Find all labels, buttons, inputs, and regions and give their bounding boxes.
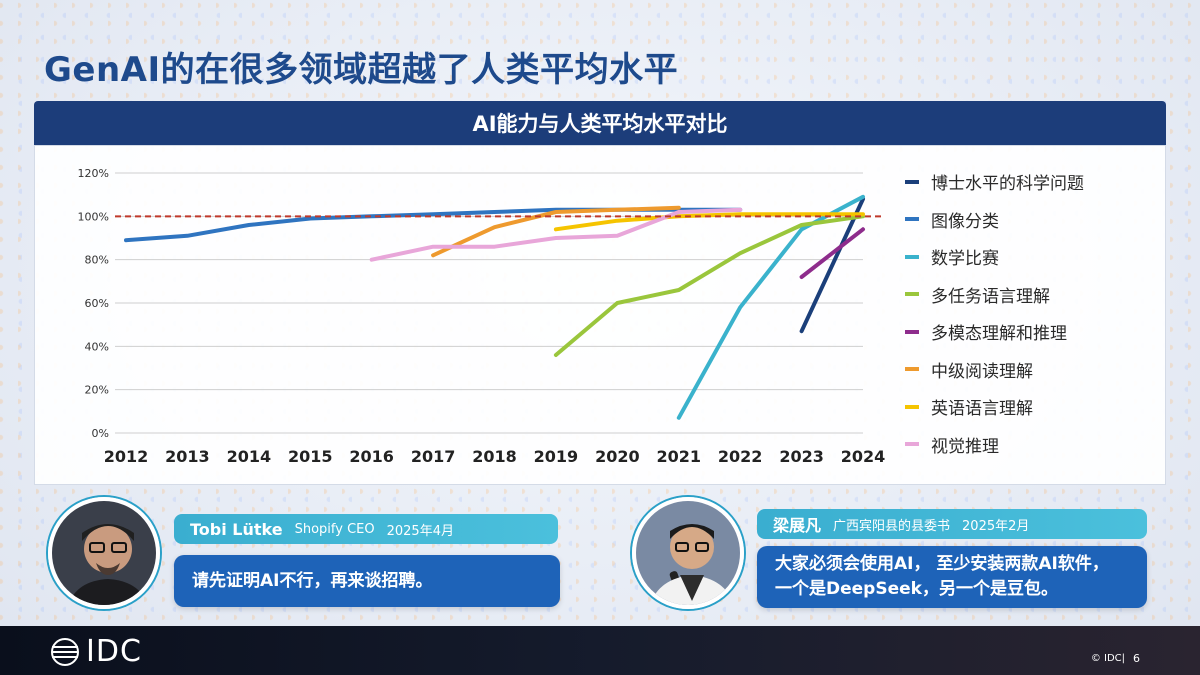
- legend-swatch: [905, 367, 919, 372]
- legend-label: 数学比赛: [931, 249, 999, 270]
- legend-item: 英语语言理解: [905, 388, 1155, 426]
- x-tick-label: 2018: [472, 447, 517, 466]
- x-tick-label: 2014: [227, 447, 272, 466]
- legend-item: 中级阅读理解: [905, 351, 1155, 389]
- series-line: [553, 214, 865, 357]
- chart-title: AI能力与人类平均水平对比: [472, 112, 728, 136]
- quote-text-block: 大家必须会使用AI， 至少安装两款AI软件， 一个是DeepSeek，另一个是豆…: [775, 552, 1109, 602]
- speaker-date: 2025年4月: [386, 523, 454, 539]
- legend-item: 视觉推理: [905, 426, 1155, 464]
- avatar-tobi: [48, 497, 160, 609]
- idc-logo: IDC: [50, 634, 142, 669]
- speaker-name: Tobi Lütke: [190, 519, 283, 539]
- avatar-liang: [632, 497, 744, 609]
- x-tick-label: 2016: [349, 447, 394, 466]
- x-tick-label: 2013: [165, 447, 210, 466]
- y-tick-label: 120%: [78, 167, 109, 180]
- speaker-role: Shopify CEO: [294, 521, 375, 537]
- footer-bar: [0, 626, 1200, 675]
- legend-item: 数学比赛: [905, 238, 1155, 276]
- legend-swatch: [905, 179, 919, 184]
- speaker-role: 广西宾阳县的县委书: [833, 518, 951, 534]
- page-title: GenAI的在很多领域超越了人类平均水平: [44, 50, 679, 90]
- legend-swatch: [905, 404, 919, 409]
- legend-swatch: [905, 329, 919, 334]
- quote-bubble-liang: 大家必须会使用AI， 至少安装两款AI软件， 一个是DeepSeek，另一个是豆…: [757, 546, 1147, 608]
- idc-globe-icon: [51, 637, 79, 666]
- page-number: 6: [1133, 652, 1140, 665]
- footer-meta: © IDC| 6: [1091, 652, 1140, 665]
- legend-label: 英语语言理解: [931, 399, 1033, 420]
- idc-logo-text: IDC: [86, 634, 142, 669]
- speaker-date: 2025年2月: [962, 518, 1030, 534]
- chart-header: AI能力与人类平均水平对比: [34, 101, 1166, 145]
- speaker-bar-liang: 梁展凡 广西宾阳县的县委书 2025年2月: [757, 509, 1147, 539]
- series-line: [431, 205, 681, 258]
- legend-label: 博士水平的科学问题: [931, 174, 1084, 195]
- legend-label: 图像分类: [931, 211, 999, 232]
- legend-item: 博士水平的科学问题: [905, 163, 1155, 201]
- legend-label: 多任务语言理解: [931, 286, 1050, 307]
- series-line: [799, 197, 865, 334]
- y-tick-label: 40%: [85, 340, 109, 353]
- x-tick-label: 2022: [718, 447, 763, 466]
- x-tick-label: 2012: [104, 447, 149, 466]
- quote-text-line-1: 大家必须会使用AI， 至少安装两款AI软件，: [775, 554, 1109, 574]
- x-tick-label: 2017: [411, 447, 456, 466]
- series-line: [369, 207, 743, 262]
- chart-panel: 0% 20% 40% 60% 80% 100% 120% 2012 2013 2014 2015 20…: [34, 145, 1166, 485]
- quote-bubble-tobi: 请先证明AI不行，再来谈招聘。: [174, 555, 560, 607]
- legend-label: 多模态理解和推理: [931, 324, 1067, 345]
- quote-text: 请先证明AI不行，再来谈招聘。: [192, 570, 433, 591]
- person-portrait-icon: [636, 501, 740, 605]
- x-tick-label: 2015: [288, 447, 333, 466]
- speaker-name: 梁展凡: [773, 516, 822, 535]
- legend-item: 多任务语言理解: [905, 276, 1155, 314]
- chart-legend: 博士水平的科学问题 图像分类数学比赛多任务语言理解 多模态理解和推理 中级阅读理解 英语…: [905, 163, 1155, 463]
- x-tick-label: 2021: [656, 447, 701, 466]
- series-line: [676, 194, 865, 420]
- y-tick-label: 60%: [85, 297, 109, 310]
- line-chart: 0% 20% 40% 60% 80% 100% 120% 2012 2013 2014 2015 20…: [78, 167, 886, 466]
- y-tick-label: 80%: [85, 254, 109, 267]
- legend-swatch: [905, 254, 919, 259]
- y-tick-label: 100%: [78, 210, 109, 223]
- series-line: [553, 212, 865, 232]
- person-portrait-icon: [52, 501, 156, 605]
- quote-text-line-2: 一个是DeepSeek，另一个是豆包。: [775, 579, 1058, 599]
- copyright-text: © IDC|: [1090, 653, 1125, 664]
- x-tick-label: 2020: [595, 447, 640, 466]
- x-tick-label: 2023: [779, 447, 824, 466]
- legend-label: 视觉推理: [931, 436, 999, 457]
- legend-swatch: [905, 292, 919, 297]
- legend-swatch: [905, 442, 919, 447]
- x-tick-label: 2024: [841, 447, 886, 466]
- y-tick-label: 0%: [92, 427, 109, 440]
- legend-item: 图像分类: [905, 201, 1155, 239]
- legend-item: 多模态理解和推理: [905, 313, 1155, 351]
- y-tick-label: 20%: [85, 384, 109, 397]
- x-tick-label: 2019: [534, 447, 579, 466]
- legend-label: 中级阅读理解: [931, 361, 1033, 382]
- speaker-bar-tobi: Tobi Lütke Shopify CEO 2025年4月: [174, 514, 558, 544]
- legend-swatch: [905, 217, 919, 222]
- series-line: [799, 227, 865, 279]
